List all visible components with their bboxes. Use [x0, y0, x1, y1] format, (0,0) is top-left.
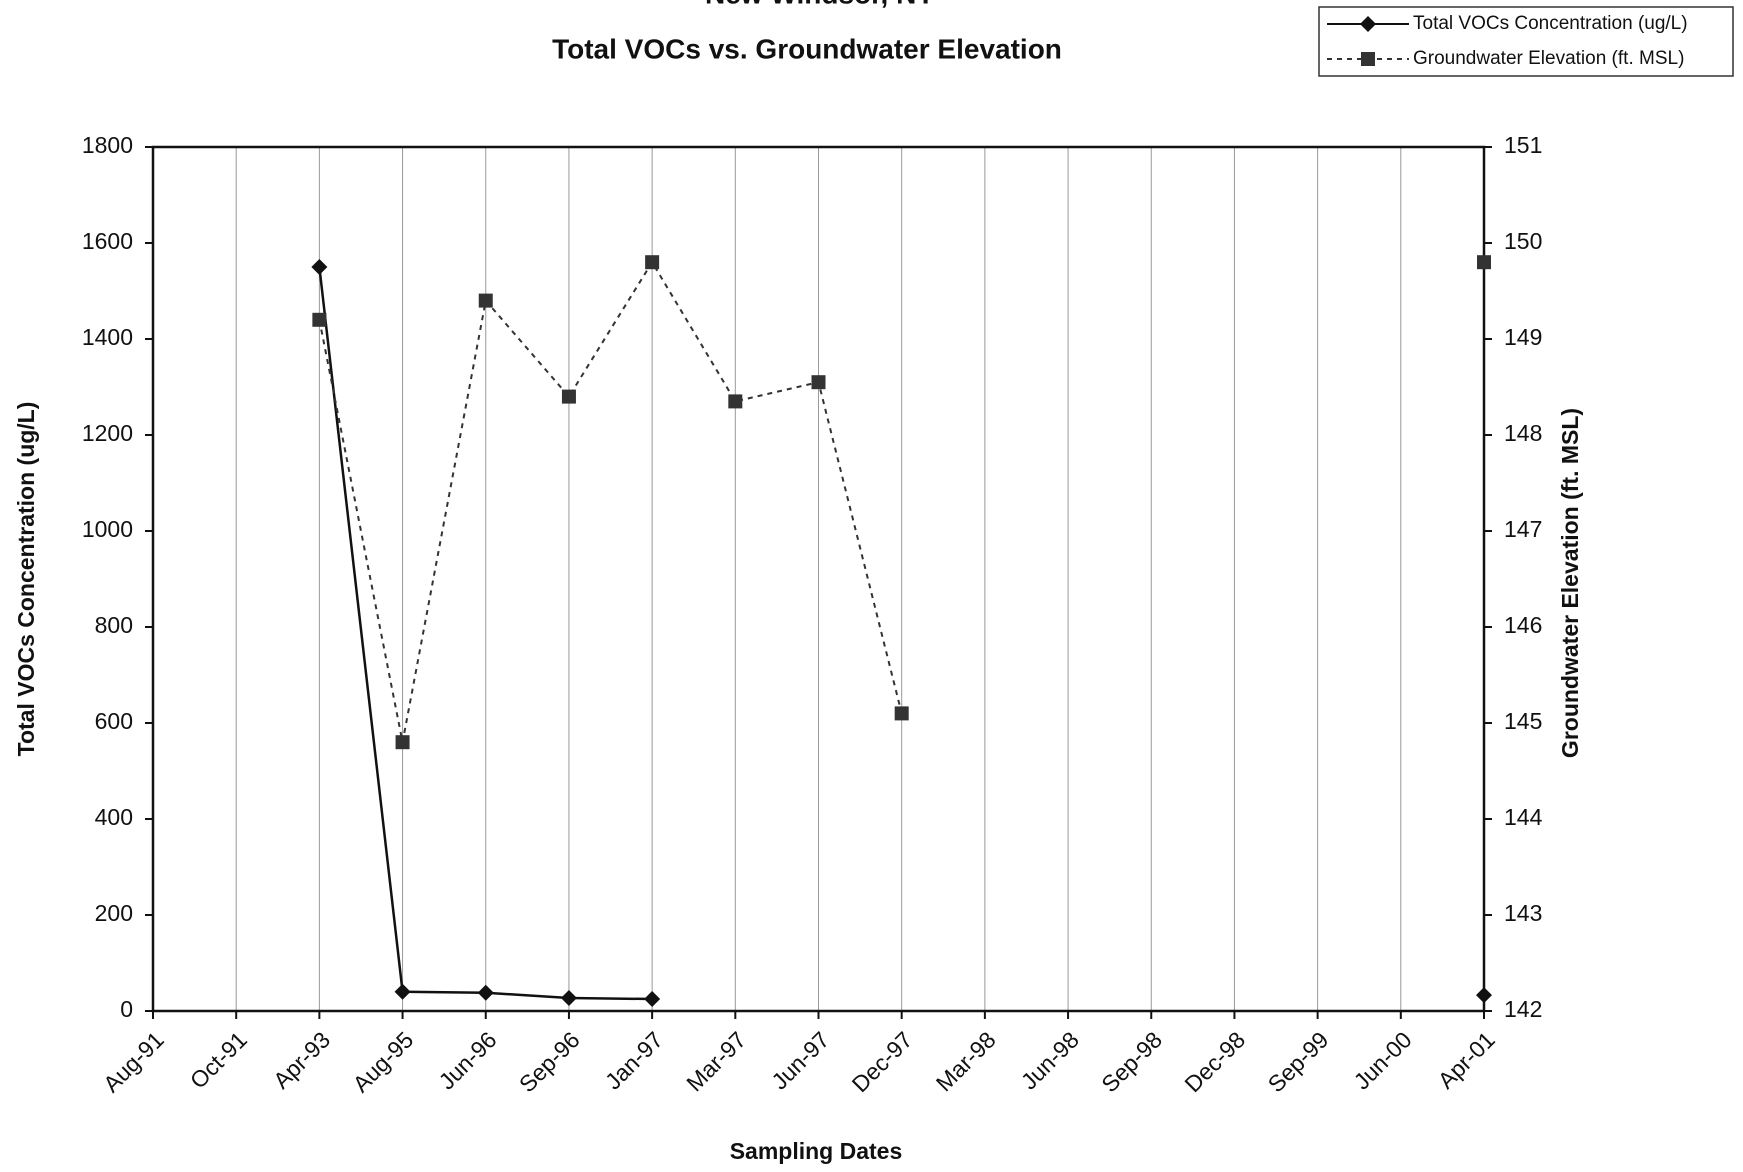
x-tick-label: Sep-99	[1263, 1026, 1334, 1097]
x-tick-label: Mar-97	[681, 1026, 751, 1096]
y-axis-title: Total VOCs Concentration (ug/L)	[13, 402, 39, 757]
y2-tick-label: 151	[1504, 132, 1542, 158]
series-marker	[312, 312, 327, 327]
y2-tick-label: 143	[1504, 900, 1542, 926]
series-marker	[395, 735, 410, 750]
y2-tick-label: 147	[1504, 516, 1542, 542]
x-axis-title: Sampling Dates	[730, 1138, 903, 1164]
x-tick-label: Aug-95	[348, 1026, 419, 1097]
y-tick-label: 600	[95, 708, 133, 734]
series-marker	[560, 990, 577, 1007]
x-tick-label: Sep-98	[1096, 1026, 1167, 1097]
y2-tick-label: 146	[1504, 612, 1542, 638]
y2-tick-label: 149	[1504, 324, 1542, 350]
series-marker	[311, 259, 328, 275]
x-tick-label: Oct-91	[185, 1026, 252, 1093]
y-tick-label: 1200	[82, 420, 133, 446]
y-tick-label: 1600	[82, 228, 133, 254]
x-tick-label: Mar-98	[931, 1026, 1001, 1096]
y-tick-label: 0	[120, 996, 133, 1022]
legend-label: Groundwater Elevation (ft. MSL)	[1413, 48, 1684, 69]
series-marker	[1476, 987, 1492, 1004]
series-marker	[478, 293, 493, 308]
y-tick-label: 1400	[82, 324, 133, 350]
series-marker	[561, 389, 576, 404]
legend-marker	[1360, 16, 1376, 32]
series-marker	[811, 375, 826, 390]
legend-marker	[1361, 52, 1375, 66]
legend-box	[1318, 6, 1734, 77]
y-tick-label: 200	[95, 900, 133, 926]
x-tick-label: Apr-01	[1433, 1026, 1500, 1093]
y-tick-label: 800	[95, 612, 133, 638]
series-marker	[728, 394, 743, 409]
series-marker	[894, 706, 909, 721]
x-tick-label: Apr-93	[268, 1026, 335, 1093]
x-tick-label: Sep-96	[514, 1026, 585, 1097]
x-tick-label: Jun-00	[1349, 1026, 1417, 1094]
series-marker	[394, 983, 411, 1000]
series-marker	[644, 991, 661, 1007]
y2-tick-label: 148	[1504, 420, 1542, 446]
chart-title: Total VOCs vs. Groundwater Elevation	[552, 33, 1062, 64]
y-tick-label: 1000	[82, 516, 133, 542]
chart-supertitle: New Windsor, NY	[705, 0, 935, 9]
x-tick-label: Jun-98	[1016, 1026, 1084, 1094]
y2-tick-label: 142	[1504, 996, 1542, 1022]
x-tick-label: Jun-96	[433, 1026, 501, 1094]
x-tick-label: Jun-97	[766, 1026, 834, 1094]
y2-tick-label: 144	[1504, 804, 1543, 830]
y2-axis-title: Groundwater Elevation (ft. MSL)	[1557, 408, 1583, 758]
series-marker	[477, 984, 494, 1001]
series-marker	[645, 255, 660, 270]
y2-tick-label: 145	[1504, 708, 1542, 734]
x-tick-label: Dec-97	[847, 1026, 918, 1097]
x-tick-label: Aug-91	[98, 1026, 169, 1097]
x-tick-label: Jan-97	[600, 1026, 668, 1094]
y-tick-label: 400	[95, 804, 133, 830]
series-marker	[1477, 255, 1491, 270]
y2-tick-label: 150	[1504, 228, 1542, 254]
x-tick-label: Dec-98	[1179, 1026, 1250, 1097]
legend-label: Total VOCs Concentration (ug/L)	[1413, 13, 1688, 34]
y-tick-label: 1800	[82, 132, 133, 158]
